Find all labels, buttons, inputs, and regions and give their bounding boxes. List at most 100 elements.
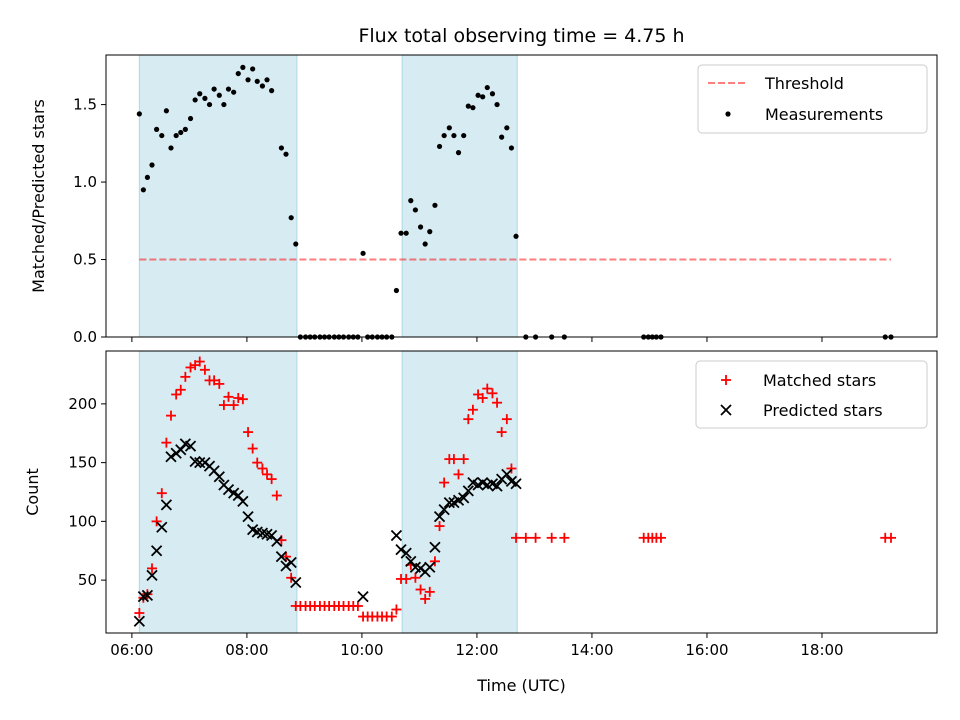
legend-measurements-label: Measurements	[765, 105, 883, 124]
measurement-point-74	[494, 101, 500, 108]
measurement-point-55	[403, 230, 409, 236]
predicted-point-10-b	[179, 438, 191, 450]
top-shaded-region-0	[138, 54, 298, 338]
top-shaded-region-1	[401, 54, 518, 338]
bottom-y-tick-label-3: 200	[68, 395, 97, 413]
predicted-point-29-b	[271, 535, 283, 547]
bottom-shaded-region-1	[401, 350, 518, 634]
matched-point-64	[439, 477, 450, 488]
matched-point-78	[506, 463, 517, 474]
matched-point-25	[252, 457, 263, 468]
predicted-point-13	[194, 456, 206, 469]
predicted-point-13-b	[194, 456, 206, 469]
matched-point-5	[156, 488, 167, 499]
matched-point-7	[165, 410, 176, 421]
measurement-point-32	[293, 241, 299, 247]
matched-point-14	[199, 364, 210, 375]
predicted-point-46-b	[443, 496, 455, 509]
bottom-y-tick-label-2: 150	[68, 454, 97, 472]
top-panel: 0.0 0.5 1.0 1.5 Threshold Measurements	[73, 54, 938, 346]
matched-point-81	[530, 532, 541, 543]
matched-point-16	[209, 375, 220, 386]
predicted-point-19-b	[222, 484, 235, 496]
bottom-shaded-region-0	[138, 350, 298, 634]
top-y-tick-label-1: 0.5	[73, 251, 97, 269]
matched-point-17	[214, 378, 225, 389]
measurement-point-4	[154, 126, 160, 132]
predicted-point-16-b	[208, 465, 220, 477]
predicted-point-32	[285, 556, 297, 569]
measurement-point-8	[173, 132, 179, 139]
measurement-point-53	[393, 287, 400, 294]
top-y-tick-label-2: 1.0	[73, 173, 97, 191]
predicted-point-2-b	[141, 589, 154, 602]
predicted-point-12-b	[189, 455, 201, 468]
matched-point-72	[477, 393, 488, 403]
predicted-point-37	[400, 547, 412, 559]
predicted-point-20-b	[228, 487, 240, 499]
measurement-point-59	[422, 241, 428, 247]
measurement-point-61	[432, 202, 438, 208]
predicted-point-0	[133, 615, 145, 627]
measurement-point-54	[398, 230, 404, 236]
predicted-point-6	[160, 499, 173, 511]
chart-title: Flux total observing time = 4.75 h	[358, 25, 684, 47]
predicted-point-32-b	[285, 556, 297, 569]
top-legend-box	[697, 64, 928, 134]
x-tick-label-3: 12:00	[455, 641, 498, 659]
matched-point-46	[352, 600, 363, 611]
measurement-point-11	[187, 115, 194, 122]
measurement-point-76	[504, 125, 510, 131]
bottom-plot-frame	[105, 350, 938, 634]
predicted-point-9-b	[175, 444, 187, 456]
matched-point-18	[218, 400, 229, 411]
predicted-point-56-b	[491, 480, 503, 492]
bottom-legend-box	[695, 360, 928, 429]
measurement-point-3	[149, 162, 155, 168]
predicted-point-50	[462, 485, 474, 497]
matched-point-76	[496, 427, 507, 438]
predicted-point-60	[510, 478, 522, 490]
predicted-point-35	[390, 529, 403, 542]
measurement-point-14	[202, 95, 208, 101]
matched-point-83	[559, 532, 570, 543]
measurement-point-12	[192, 97, 198, 103]
matched-point-69	[463, 414, 474, 425]
x-tick-label-0: 06:00	[110, 641, 153, 659]
matched-point-80	[520, 532, 531, 543]
matched-point-10	[180, 371, 191, 382]
predicted-point-5	[156, 521, 168, 533]
predicted-point-31-b	[280, 560, 292, 572]
predicted-point-58	[501, 468, 513, 481]
matched-point-67	[453, 469, 464, 480]
matched-point-26	[257, 463, 268, 474]
bottom-y-axis-label: Count	[23, 468, 42, 516]
measurement-point-18	[221, 101, 227, 108]
predicted-point-38-b	[405, 555, 417, 567]
matched-point-56	[401, 573, 412, 584]
predicted-point-23-b	[242, 511, 254, 523]
predicted-point-31	[280, 560, 292, 572]
matched-point-8	[171, 389, 182, 400]
matched-point-70	[467, 404, 478, 415]
measurement-point-15	[206, 101, 213, 108]
legend-threshold-label: Threshold	[764, 74, 844, 93]
predicted-point-2	[141, 589, 154, 602]
top-plot-frame	[105, 54, 938, 338]
predicted-point-34-b	[357, 590, 369, 603]
predicted-point-42-b	[424, 561, 436, 573]
measurement-point-23	[245, 77, 251, 83]
predicted-point-49	[458, 492, 470, 504]
measurement-point-56	[408, 198, 414, 204]
x-axis-label: Time (UTC)	[476, 676, 565, 695]
measurement-point-5	[159, 132, 165, 139]
matched-point-9	[175, 384, 186, 395]
measurement-point-29	[278, 145, 285, 151]
matched-point-28	[266, 474, 277, 485]
measurement-point-60	[427, 229, 433, 235]
measurement-point-10	[182, 126, 188, 132]
matched-point-3	[147, 563, 158, 574]
predicted-point-51-b	[467, 476, 479, 489]
matched-point-11	[185, 362, 196, 373]
